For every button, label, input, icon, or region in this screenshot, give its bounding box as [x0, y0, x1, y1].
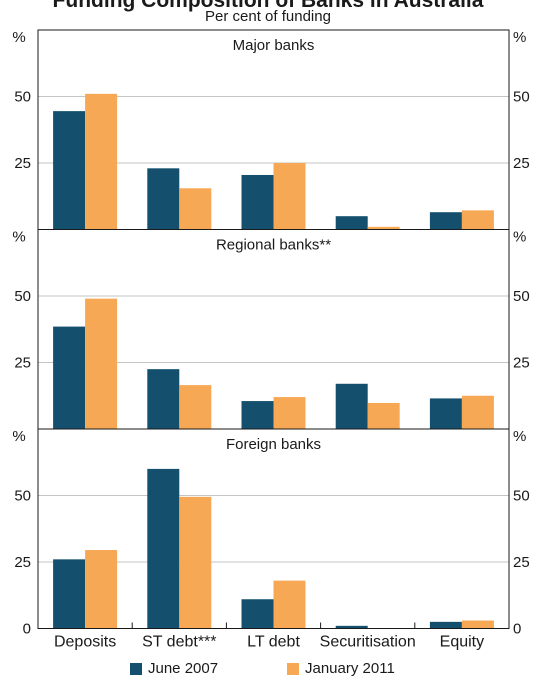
- bar-foreign-banks-st-debt-june-2007: [147, 468, 180, 629]
- y-tick-right-3-25: 25: [513, 554, 530, 571]
- legend-item-june-2007: June 2007: [130, 660, 218, 677]
- bar-major-banks-lt-debt-january-2011: [273, 163, 306, 230]
- bar-major-banks-securitisation-june-2007: [335, 216, 368, 230]
- panel-label-1: Major banks: [233, 37, 315, 54]
- bar-foreign-banks-lt-debt-january-2011: [273, 580, 306, 629]
- bar-foreign-banks-deposits-january-2011: [85, 550, 118, 629]
- bar-regional-banks-lt-debt-june-2007: [241, 401, 274, 429]
- x-tick-label-equity: Equity: [440, 634, 484, 651]
- legend-swatch-june-2007: [130, 662, 142, 675]
- bar-foreign-banks-equity-january-2011: [461, 620, 494, 629]
- bar-foreign-banks-lt-debt-june-2007: [241, 599, 274, 629]
- bar-regional-banks-deposits-january-2011: [85, 298, 118, 429]
- y-tick-right-3-0: 0: [513, 621, 521, 638]
- bar-major-banks-equity-january-2011: [461, 210, 494, 230]
- bar-regional-banks-lt-debt-january-2011: [273, 397, 306, 429]
- bar-foreign-banks-equity-june-2007: [429, 621, 462, 629]
- bar-major-banks-securitisation-january-2011: [367, 226, 400, 230]
- y-tick-right-2-25: 25: [513, 355, 530, 372]
- legend-swatch-january-2011: [287, 662, 299, 675]
- y-tick-left-2-25: 25: [14, 355, 31, 372]
- chart-title: Funding Composition of Banks in Australi…: [52, 0, 484, 12]
- y-tick-right-1-25: 25: [513, 155, 530, 172]
- bar-major-banks-deposits-june-2007: [53, 111, 86, 230]
- y-tick-left-3-0: 0: [23, 621, 31, 638]
- chart: Major banks 25 25 50 50% % Regional banks** 25 2…: [12, 29, 530, 651]
- y-tick-left-3-25: 25: [14, 554, 31, 571]
- y-tick-left-1-50: 50: [14, 89, 31, 106]
- bar-foreign-banks-deposits-june-2007: [53, 559, 86, 629]
- y-tick-left-2-50: 50: [14, 288, 31, 305]
- y-tick-left-1-25: 25: [14, 155, 31, 172]
- panel-label-2: Regional banks**: [216, 237, 331, 254]
- bar-regional-banks-deposits-june-2007: [53, 326, 86, 429]
- x-tick-label-securitisation: Securitisation: [320, 634, 416, 651]
- unit-label-left-3: %: [12, 428, 25, 445]
- unit-label-left-1: %: [12, 29, 25, 46]
- unit-label-right-3: %: [513, 428, 526, 445]
- unit-label-left-2: %: [12, 229, 25, 246]
- bar-foreign-banks-st-debt-january-2011: [179, 496, 212, 629]
- legend-label-january-2011: January 2011: [305, 660, 395, 677]
- bar-major-banks-deposits-january-2011: [85, 93, 118, 230]
- chart-subtitle: Per cent of funding: [205, 8, 331, 25]
- bar-regional-banks-securitisation-january-2011: [367, 402, 400, 429]
- panel-label-3: Foreign banks: [226, 436, 321, 453]
- unit-label-right-1: %: [513, 29, 526, 46]
- bar-foreign-banks-securitisation-june-2007: [335, 625, 368, 629]
- bar-major-banks-st-debt-june-2007: [147, 168, 180, 230]
- unit-label-right-2: %: [513, 229, 526, 246]
- legend-item-january-2011: January 2011: [287, 660, 395, 677]
- y-tick-right-1-50: 50: [513, 89, 530, 106]
- bar-regional-banks-st-debt-january-2011: [179, 385, 212, 429]
- bar-regional-banks-equity-june-2007: [429, 398, 462, 429]
- x-tick-label-lt-debt: LT debt: [247, 634, 300, 651]
- y-tick-left-3-50: 50: [14, 488, 31, 505]
- bar-regional-banks-equity-january-2011: [461, 395, 494, 429]
- bar-regional-banks-st-debt-june-2007: [147, 369, 180, 429]
- bar-regional-banks-securitisation-june-2007: [335, 383, 368, 429]
- plot-frame: [37, 29, 510, 629]
- legend: June 2007 January 2011: [0, 660, 536, 680]
- legend-label-june-2007: June 2007: [148, 660, 219, 677]
- x-tick-label-deposits: Deposits: [54, 634, 116, 651]
- bar-major-banks-equity-june-2007: [429, 212, 462, 230]
- y-tick-right-2-50: 50: [513, 288, 530, 305]
- bar-major-banks-st-debt-january-2011: [179, 188, 212, 230]
- x-tick-label-st-debt: ST debt***: [142, 634, 216, 651]
- bar-major-banks-lt-debt-june-2007: [241, 174, 274, 230]
- y-tick-right-3-50: 50: [513, 488, 530, 505]
